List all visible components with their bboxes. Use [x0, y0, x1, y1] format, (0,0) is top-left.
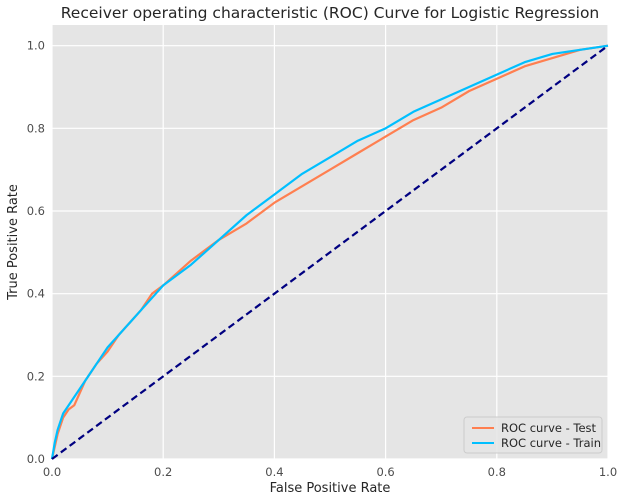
- legend-label-test: ROC curve - Test: [501, 421, 597, 435]
- y-tick-label: 0.2: [27, 369, 45, 383]
- x-tick-label: 0.2: [154, 465, 172, 479]
- y-tick-label: 0.6: [27, 204, 45, 218]
- x-tick-label: 0.8: [488, 465, 506, 479]
- legend-box: [463, 416, 603, 454]
- grid: [51, 25, 609, 460]
- series-line-test: [50, 44, 609, 460]
- y-tick-label: 0.0: [27, 452, 45, 466]
- series-line-train: [50, 44, 609, 460]
- y-tick-label: 0.8: [27, 121, 45, 135]
- x-tick-label: 1.0: [599, 465, 617, 479]
- chart-title: Receiver operating characteristic (ROC) …: [61, 4, 600, 22]
- series-group: [50, 44, 609, 460]
- x-tick-label: 0.4: [265, 465, 283, 479]
- x-axis-label: False Positive Rate: [270, 481, 391, 496]
- y-axis-label: True Positive Rate: [6, 184, 21, 301]
- legend: ROC curve - Test ROC curve - Train: [463, 416, 603, 454]
- y-tick-label: 1.0: [27, 39, 45, 53]
- y-tick-label: 0.4: [27, 287, 45, 301]
- tick-labels: 0.0 0.2 0.4 0.6 0.8 1.0 0.0 0.2 0.4 0.6 0.8 1.0: [27, 39, 617, 479]
- x-tick-label: 0.6: [376, 465, 394, 479]
- x-tick-label: 0.0: [43, 465, 61, 479]
- series-line-chance: [51, 44, 609, 460]
- plot-background: [52, 25, 608, 459]
- legend-label-train: ROC curve - Train: [501, 436, 601, 450]
